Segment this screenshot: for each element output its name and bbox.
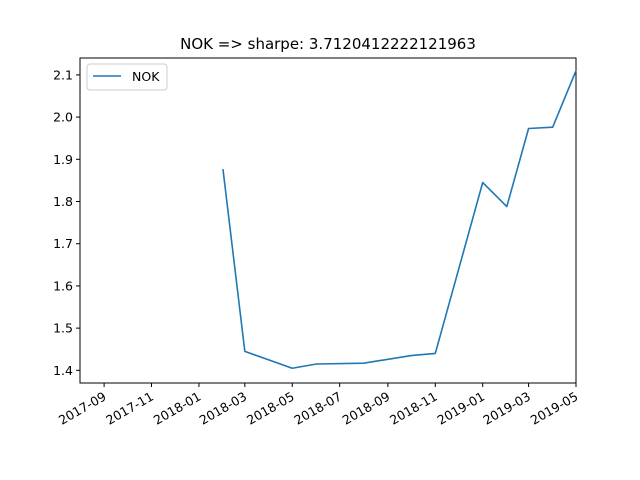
x-tick-label: 2017-11 xyxy=(103,389,156,428)
legend: NOK xyxy=(86,63,168,91)
y-tick-label: 1.4 xyxy=(53,363,73,378)
x-tick-label: 2018-09 xyxy=(340,389,393,428)
x-tick-label: 2019-05 xyxy=(528,389,581,428)
x-tick-label: 2018-07 xyxy=(291,389,344,428)
legend-label: NOK xyxy=(132,69,160,84)
y-tick-label: 1.6 xyxy=(53,278,73,293)
y-tick-label: 2.0 xyxy=(53,110,73,125)
chart-title: NOK => sharpe: 3.7120412222121963 xyxy=(180,35,476,53)
plot-area-frame xyxy=(79,57,577,384)
x-tick-label: 2019-01 xyxy=(434,389,487,428)
x-tick-label: 2018-05 xyxy=(244,389,297,428)
x-tick-label: 2019-03 xyxy=(480,389,533,428)
y-tick-label: 1.9 xyxy=(53,152,73,167)
y-tick-label: 1.8 xyxy=(53,194,73,209)
x-axis: 2017-092017-112018-012018-032018-052018-… xyxy=(56,383,581,428)
y-tick-label: 2.1 xyxy=(53,67,73,82)
x-tick-label: 2017-09 xyxy=(56,389,109,428)
series-layer xyxy=(222,69,578,370)
legend-box xyxy=(86,63,168,91)
y-tick-label: 1.5 xyxy=(53,321,73,336)
x-tick-label: 2018-03 xyxy=(197,389,250,428)
series-line-nok xyxy=(222,69,578,370)
x-tick-label: 2018-01 xyxy=(151,389,204,428)
y-axis: 1.4 1.5 1.6 1.7 1.8 1.9 2.0 2.1 xyxy=(53,67,80,378)
y-tick-label: 1.7 xyxy=(53,236,73,251)
x-tick-label: 2018-11 xyxy=(387,389,440,428)
